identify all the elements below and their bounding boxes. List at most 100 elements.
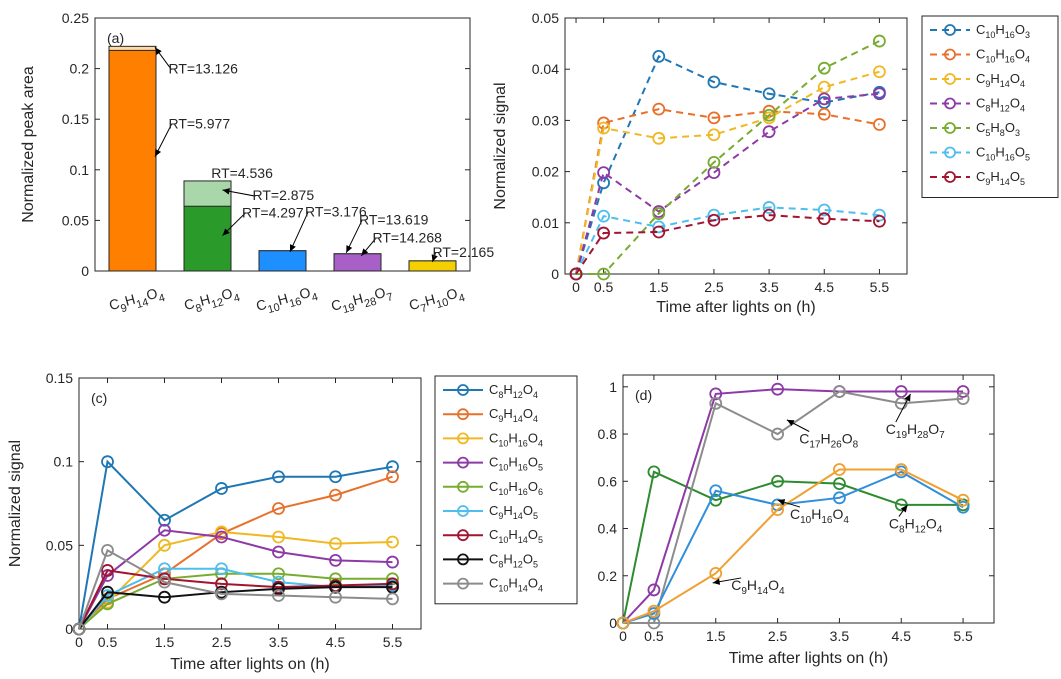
formula-subscript: 10 [266,301,281,316]
formula-element: O [528,576,538,591]
x-tick-label: C10H16O4 [254,282,319,318]
formula-element: H [503,382,512,397]
legend-marker [457,577,469,590]
data-point [707,155,721,169]
formula-element: O [842,430,853,446]
formula-element: H [123,291,137,309]
formula-element: H [905,516,915,532]
callout-text: C9H14O4 [731,577,785,597]
annotation-text: RT=5.977 [169,115,231,131]
data-point [329,590,342,604]
y-tick-label: 0 [81,263,89,279]
annotation-7: RT=14.268 [360,230,442,257]
formula-subscript: 8 [853,439,859,450]
y-tick-label: 0.2 [70,61,90,77]
formula-element: C [489,576,498,591]
y-tick-label: 0.01 [532,215,559,231]
formula-element: H [995,47,1004,62]
y-tick-label: 0.15 [62,111,89,127]
series-line [622,388,964,624]
annotation-4: RT=4.297 [222,204,304,236]
formula-subscript: 16 [821,515,833,526]
formula-subscript: 10 [985,55,995,65]
legend-marker [944,122,956,134]
callout-text: C10H16O4 [790,506,849,526]
formula-element: H [423,291,437,309]
formula-subscript: 8 [985,104,990,114]
x-tick-label: C19H28O7 [329,282,394,318]
data-point [272,567,285,581]
formula-element: H [990,71,999,86]
data-point [771,503,784,517]
formula-element: H [198,291,212,309]
formula-subscript: 4 [533,390,538,400]
series-8 [72,543,399,636]
series-line [623,390,964,624]
series-line [575,214,880,275]
data-point [771,382,784,396]
legend-entry: C5H8O3 [930,120,1020,138]
legend-entry: C9H14O4 [443,406,538,424]
legend-marker [944,171,956,183]
formula-subscript: 16 [518,463,528,473]
annotation-arrow-head [361,248,369,256]
formula-element: H [811,506,821,522]
data-point [386,535,399,549]
formula-element: C [489,430,498,445]
bar-0 [108,45,157,272]
formula-subscript: 5 [533,559,538,569]
formula-subscript: 16 [1005,153,1015,163]
formula-element: O [926,516,937,532]
formula-subscript: 4 [1020,79,1025,89]
legend-marker [944,146,956,159]
legend-label: C8H12O5 [489,551,538,569]
panel-b: 0 0.01 0.02 0.03 0.04 0.05 0 0.5 1.5 2.5 3.5 4.5 5.5… [492,10,1059,316]
formula-subscript: 9 [741,586,747,597]
formula-subscript: 9 [985,177,990,187]
formula-element: C [799,430,809,446]
annotation-arrow-head [222,228,230,236]
x-tick-label: C8H12O4 [182,283,241,318]
formula-subscript: 8 [1000,128,1005,138]
data-point [833,463,846,476]
x-axis-label: Time after lights on (h) [656,299,815,316]
data-point [329,470,342,484]
data-point [956,392,970,406]
data-point [158,562,171,576]
legend-entry: C8H12O4 [930,96,1025,114]
callout-arrow-head [900,504,908,513]
data-point [272,589,285,602]
panel-c: 0 0.05 0.1 0.15 0 0.5 1.5 2.5 3.5 4.5 5.5 Time afte… [7,370,578,673]
legend-marker [944,73,956,85]
formula-element: O [220,285,235,303]
formula-subscript: 3 [1015,128,1020,138]
bar-lower [183,205,232,272]
data-point [597,209,611,223]
formula-subscript: 10 [498,584,508,594]
data-point [709,396,723,410]
callout-0: C17H26O8 [786,419,859,450]
data-point [647,604,661,618]
formula-subscript: 5 [538,535,543,545]
formula-subscript: 14 [513,414,523,424]
callout-text: C8H12O4 [889,516,943,536]
formula-element: O [1005,120,1015,135]
data-point [329,580,342,594]
data-point [215,530,228,544]
formula-element: O [298,284,313,302]
formula-element: C [976,120,985,135]
formula-element: C [976,145,985,160]
formula-subscript: 14 [518,584,528,594]
formula-element: H [995,145,1004,160]
data-point [101,589,114,602]
bar-lower [333,253,382,272]
series-line [78,569,393,630]
legend-label: C9H14O4 [976,71,1025,89]
formula-subscript: 16 [518,487,528,497]
formula-element: O [832,506,843,522]
data-point [652,50,666,63]
x-tick-label: 2.5 [212,634,232,650]
data-point [158,590,171,604]
data-point [817,61,831,75]
y-tick-label: 0.05 [532,10,559,26]
